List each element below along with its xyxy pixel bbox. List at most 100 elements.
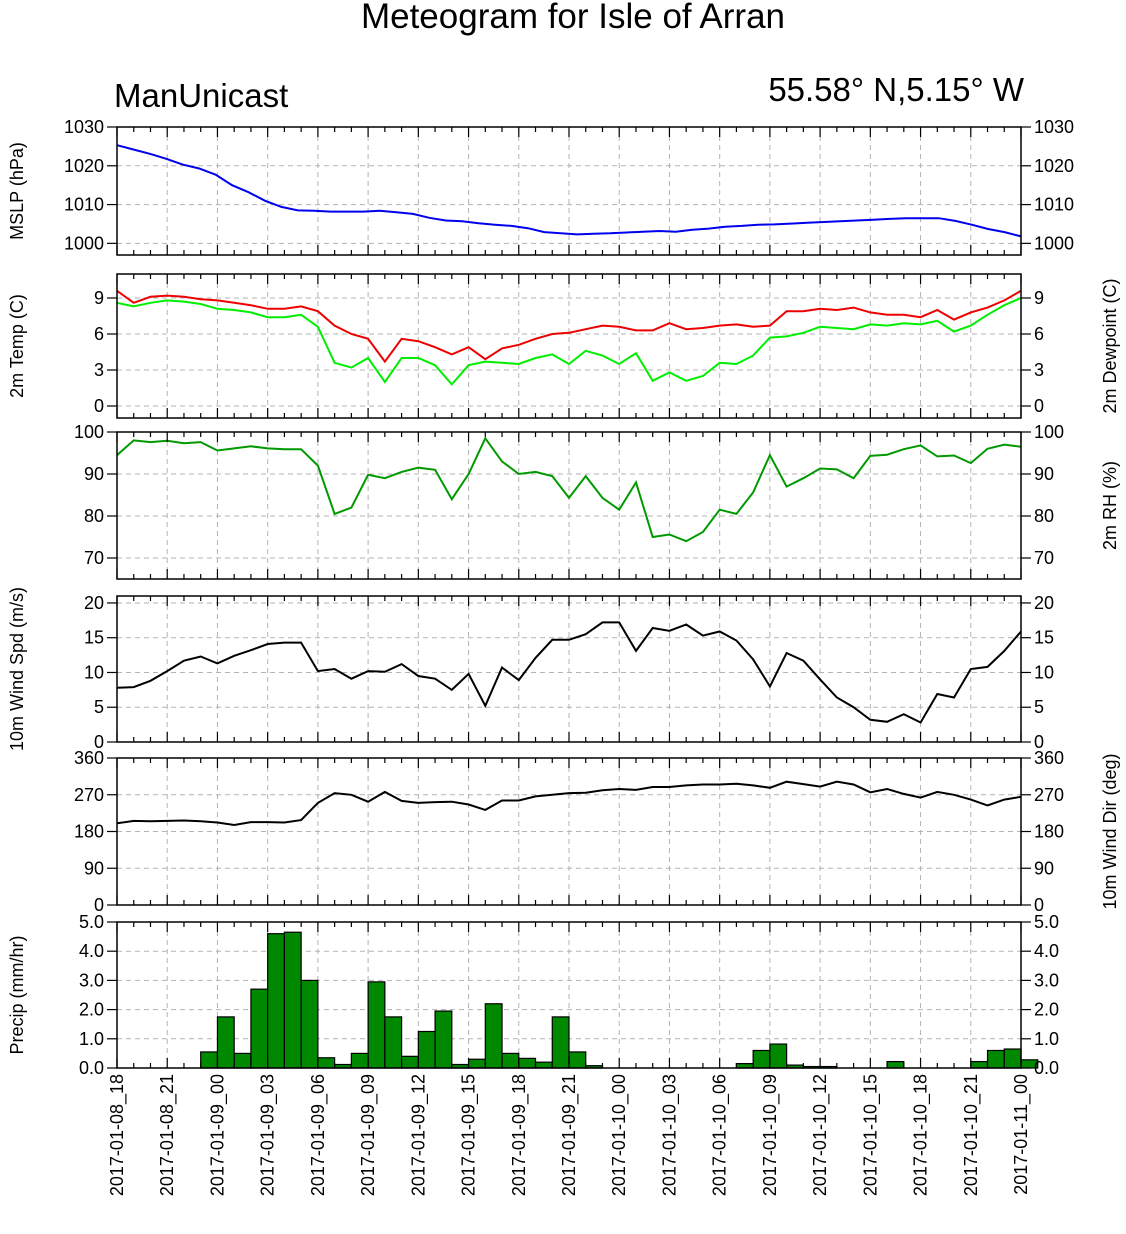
x-tick-label: 2017-01-10_15	[860, 1074, 881, 1196]
y-tick-label-left: 270	[74, 785, 104, 805]
y-axis-label-right: 10m Wind Dir (deg)	[1100, 753, 1120, 909]
precip-bar	[267, 933, 286, 1069]
precip-bar	[300, 979, 319, 1069]
panel-mslp: 1000 1010 1020 1030 1000 1010 1020 1030 MSLP (hP…	[7, 117, 1074, 256]
y-tick-label-left: 6	[94, 324, 104, 344]
y-tick-label-right: 90	[1034, 858, 1054, 878]
x-tick-label: 2017-01-09_06	[308, 1074, 329, 1196]
y-tick-label-right: 5	[1034, 697, 1044, 717]
precip-bar	[317, 1057, 336, 1069]
winddir-series-0-line	[116, 780, 1022, 827]
precip-bar	[250, 988, 269, 1069]
y-tick-label-left: 90	[84, 464, 104, 484]
x-tick-label: 2017-01-11_00	[1011, 1074, 1032, 1195]
precip-bar	[769, 1043, 788, 1069]
precip-bar	[233, 1052, 252, 1069]
y-tick-label-right: 0	[1034, 895, 1044, 915]
y-tick-label-left: 15	[84, 628, 104, 648]
precip-bar	[417, 1030, 436, 1069]
y-tick-label-right: 1030	[1034, 117, 1074, 137]
y-tick-label-right: 360	[1034, 748, 1064, 768]
precip-bar	[970, 1060, 989, 1069]
y-tick-label-left: 70	[84, 548, 104, 568]
y-tick-label-right: 0	[1034, 396, 1044, 416]
y-tick-label-left: 0	[94, 895, 104, 915]
precip-bar	[484, 1003, 503, 1069]
panel-precip: 0.0 1.0 2.0 3.0 4.0 5.0 0.0 1.0 2.0 3.0 4.0 5.0 Prec…	[7, 912, 1059, 1078]
precip-bar	[568, 1051, 587, 1069]
y-tick-label-right: 0	[1034, 732, 1044, 752]
y-tick-label-right: 0.0	[1034, 1058, 1059, 1078]
y-tick-label-left: 5.0	[79, 912, 104, 932]
y-tick-label-right: 270	[1034, 785, 1064, 805]
x-tick-label: 2017-01-10_12	[810, 1074, 831, 1196]
precip-bar	[434, 1010, 453, 1069]
y-tick-label-right: 15	[1034, 628, 1054, 648]
precip-bar	[216, 1016, 235, 1069]
rh-series-0-line	[116, 436, 1022, 543]
y-axis-label-left: Precip (mm/hr)	[7, 935, 27, 1054]
x-tick-label: 2017-01-10_00	[609, 1074, 630, 1196]
y-tick-label-right: 1010	[1034, 195, 1074, 215]
precip-bar	[501, 1052, 520, 1069]
x-tick-label: 2017-01-09_18	[509, 1074, 530, 1196]
precip-bar	[400, 1055, 419, 1069]
y-tick-label-left: 180	[74, 822, 104, 842]
temp-series-0-line	[116, 289, 1022, 364]
x-tick-label: 2017-01-08_21	[157, 1074, 178, 1196]
x-tick-label: 2017-01-10_21	[961, 1074, 982, 1196]
precip-bar	[467, 1058, 486, 1069]
y-tick-label-left: 9	[94, 288, 104, 308]
temp-series-1-line	[116, 297, 1022, 386]
y-tick-label-left: 20	[84, 593, 104, 613]
precip-bar	[752, 1049, 771, 1069]
windspd-series-0-line	[116, 621, 1022, 724]
y-tick-label-left: 1010	[64, 195, 104, 215]
y-axis-label-right: 2m RH (%)	[1100, 461, 1120, 550]
y-tick-label-right: 1.0	[1034, 1029, 1059, 1049]
y-tick-label-left: 1020	[64, 156, 104, 176]
y-tick-label-right: 100	[1034, 422, 1064, 442]
y-axis-label-left: 10m Wind Spd (m/s)	[7, 587, 27, 751]
x-tick-label: 2017-01-09_12	[408, 1074, 429, 1196]
x-tick-label: 2017-01-09_15	[459, 1074, 480, 1196]
y-tick-label-left: 0	[94, 732, 104, 752]
y-tick-label-right: 20	[1034, 593, 1054, 613]
y-tick-label-right: 10	[1034, 662, 1054, 682]
y-tick-label-left: 5	[94, 697, 104, 717]
y-axis-label-right: 2m Dewpoint (C)	[1100, 278, 1120, 413]
y-tick-label-left: 1030	[64, 117, 104, 137]
precip-bar	[886, 1060, 905, 1069]
y-tick-label-right: 1020	[1034, 156, 1074, 176]
panel-winddir: 0 90 180 270 360 0 90 180 270 360 10m Wind Dir (de…	[74, 748, 1120, 915]
model-name: ManUnicast	[114, 77, 288, 114]
x-tick-label: 2017-01-10_18	[911, 1074, 932, 1196]
y-tick-label-left: 3.0	[79, 970, 104, 990]
y-tick-label-right: 4.0	[1034, 941, 1059, 961]
x-axis: 2017-01-08_18 2017-01-08_21 2017-01-09_00 2…	[107, 1074, 1032, 1196]
precip-bar	[384, 1016, 403, 1069]
panel-windspd: 0 5 10 15 20 0 5 10 15 20 10m Wind Spd (m/s)	[7, 587, 1054, 752]
y-tick-label-right: 70	[1034, 548, 1054, 568]
y-tick-label-left: 1000	[64, 233, 104, 253]
x-tick-label: 2017-01-09_09	[358, 1074, 379, 1196]
precip-bar	[551, 1016, 570, 1069]
y-tick-label-left: 0	[94, 396, 104, 416]
y-tick-label-left: 100	[74, 422, 104, 442]
panel-rh: 70 80 90 100 70 80 90 100 2m RH (%)	[74, 422, 1120, 580]
precip-bar	[350, 1052, 369, 1069]
y-tick-label-left: 2.0	[79, 1000, 104, 1020]
y-tick-label-right: 80	[1034, 506, 1054, 526]
x-tick-label: 2017-01-08_18	[107, 1074, 128, 1196]
x-tick-label: 2017-01-09_03	[258, 1074, 279, 1196]
y-tick-label-right: 1000	[1034, 233, 1074, 253]
x-tick-label: 2017-01-09_00	[207, 1074, 228, 1196]
y-tick-label-right: 180	[1034, 822, 1064, 842]
chart-title: Meteogram for Isle of Arran	[361, 0, 785, 36]
y-tick-label-left: 3	[94, 360, 104, 380]
y-tick-label-left: 80	[84, 506, 104, 526]
y-tick-label-right: 2.0	[1034, 1000, 1059, 1020]
y-tick-label-right: 3.0	[1034, 970, 1059, 990]
precip-bar	[534, 1061, 553, 1069]
